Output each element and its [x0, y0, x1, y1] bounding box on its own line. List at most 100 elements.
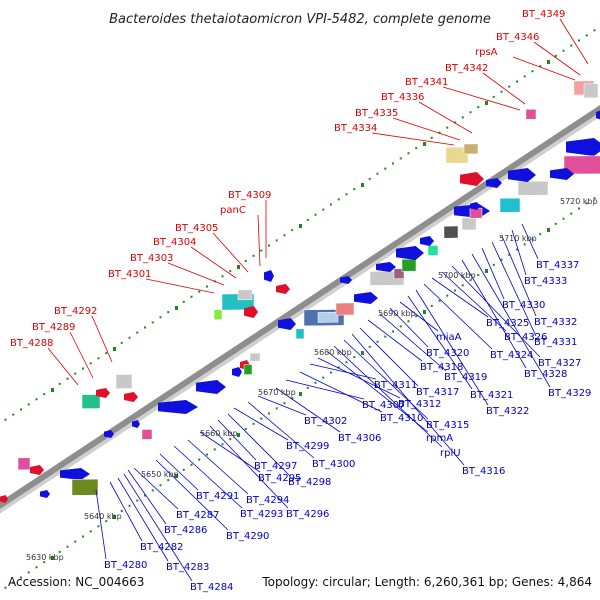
leader-line-forward — [482, 72, 526, 105]
leader-line-reverse — [155, 459, 229, 531]
gene-arrow — [486, 178, 502, 188]
leader-line-reverse — [423, 283, 493, 350]
forward-gene-label: BT_4304 — [153, 237, 196, 248]
gene-feature — [517, 180, 549, 196]
tick-dot — [268, 412, 270, 415]
tick-dot — [322, 376, 325, 379]
tick-dot — [213, 448, 216, 451]
leader-line-reverse — [109, 481, 143, 542]
leader-line-reverse — [343, 339, 429, 420]
reverse-gene-label: BT_4330 — [502, 300, 545, 311]
tick-dot — [198, 458, 201, 461]
gene-labels: BT_4288 BT_4289 BT_4292 BT_4301 BT_4303 BT_43… — [10, 9, 591, 593]
tick-dot — [237, 433, 240, 437]
tick-dot — [578, 207, 580, 210]
tick-dot — [353, 188, 356, 191]
tick-dot — [368, 345, 371, 348]
tick-dot — [299, 392, 302, 396]
tick-dot — [229, 438, 232, 441]
reverse-gene-label: BT_4320 — [426, 348, 469, 359]
tick-dot — [454, 289, 456, 292]
tick-dot — [531, 238, 534, 241]
leader-line-reverse — [95, 489, 107, 560]
tick-dot — [438, 131, 441, 134]
tick-dot — [66, 377, 69, 380]
leader-line-reverse — [501, 235, 537, 317]
leader-line-reverse — [407, 295, 473, 390]
gene-arrow — [470, 202, 480, 210]
leader-line-reverse — [521, 223, 539, 260]
reverse-gene-label: BT_4332 — [534, 317, 577, 328]
tick-dot — [399, 157, 402, 160]
leader-line-forward — [69, 331, 94, 379]
tick-dot — [508, 85, 511, 88]
gene-arrow — [276, 284, 290, 294]
tick-dot — [423, 310, 426, 314]
reverse-gene-label: BT_4306 — [338, 433, 381, 444]
leader-line-reverse — [209, 425, 289, 509]
tick-dot — [89, 530, 92, 533]
tick-dot — [585, 34, 588, 37]
tick-dot — [136, 331, 139, 334]
tick-dot — [58, 550, 61, 553]
gene-arrow — [244, 306, 258, 318]
leader-line-reverse — [173, 445, 243, 509]
tick-dot — [260, 417, 263, 420]
tick-dot — [330, 203, 332, 206]
tick-dot — [105, 352, 108, 355]
reverse-gene-label: BT_4311 — [374, 380, 417, 391]
forward-gene-label: BT_4334 — [334, 123, 377, 134]
reverse-gene-label: miaA — [436, 332, 462, 343]
tick-dot — [570, 212, 573, 215]
tick-dot — [337, 366, 340, 369]
tick-dot — [415, 315, 418, 318]
gene-feature — [237, 289, 253, 301]
reverse-gene-label: BT_4310 — [380, 413, 423, 424]
gene-feature — [213, 309, 223, 321]
tick-dot — [51, 388, 54, 392]
tick-dot — [58, 382, 61, 385]
tick-dot — [159, 316, 162, 319]
label-leaders — [47, 18, 589, 582]
tick-dot — [368, 177, 371, 180]
reverse-gene-label: BT_4297 — [254, 461, 297, 472]
tick-dot — [407, 152, 410, 155]
tick-dot — [469, 279, 472, 282]
leader-line-reverse — [333, 345, 443, 448]
scale-label: 5630 kbp — [26, 553, 64, 562]
reverse-gene-label: BT_4324 — [490, 350, 533, 361]
gene-feature — [81, 394, 101, 409]
tick-dot — [136, 499, 139, 502]
tick-dot — [384, 335, 387, 338]
gene-feature — [445, 146, 469, 164]
leader-line-reverse — [481, 247, 505, 300]
tick-dot — [345, 193, 348, 196]
tick-dot — [190, 295, 193, 298]
tick-dot — [97, 357, 100, 360]
backbone-shadow — [0, 108, 600, 514]
tick-dot — [190, 463, 193, 466]
gene-feature — [499, 197, 521, 213]
tick-dot — [167, 311, 170, 314]
tick-dot — [89, 362, 92, 365]
gene-arrow — [132, 420, 140, 428]
tick-dot — [314, 213, 317, 216]
tick-dot — [74, 372, 77, 375]
leader-line-reverse — [471, 253, 551, 388]
leader-line-forward — [257, 214, 261, 267]
leader-line-forward — [392, 117, 461, 141]
forward-gene-label: panC — [220, 205, 246, 216]
scale-label: 5640 kbp — [84, 512, 122, 521]
tick-dot — [113, 347, 116, 351]
tick-dot — [554, 54, 557, 57]
tick-dot — [438, 299, 441, 302]
forward-gene-label: BT_4342 — [445, 63, 488, 74]
reverse-gene-label: BT_4319 — [444, 372, 487, 383]
leader-line-reverse — [511, 229, 527, 276]
tick-dot — [578, 39, 580, 42]
scale-labels: 5630 kbp 5640 kbp 5650 kbp 5660 kbp 5670 kbp… — [26, 197, 598, 562]
leader-line-forward — [212, 232, 249, 273]
scale-label: 5690 kbp — [378, 309, 416, 318]
tick-dot — [159, 484, 162, 487]
tick-dot — [492, 263, 495, 266]
